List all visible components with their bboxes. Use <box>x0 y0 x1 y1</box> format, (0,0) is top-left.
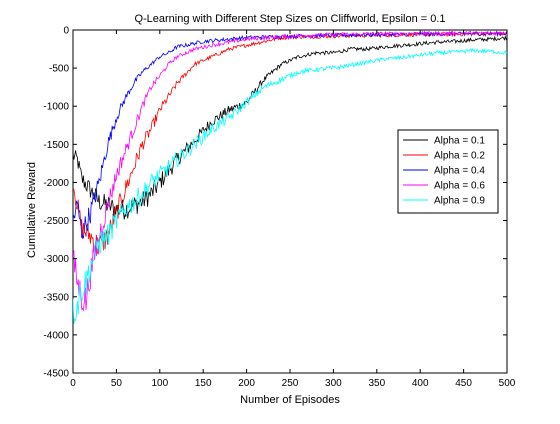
y-tick-label: 0 <box>63 26 69 37</box>
series-line-1 <box>73 34 507 220</box>
y-tick-label: -1500 <box>43 140 69 151</box>
y-tick-label: -500 <box>49 64 69 75</box>
legend-box <box>397 129 499 214</box>
x-tick-label: 150 <box>195 378 212 389</box>
series-group <box>73 30 507 324</box>
x-tick-label: 450 <box>455 378 472 389</box>
y-tick-label: -3000 <box>43 254 69 265</box>
chart-title: Q-Learning with Different Step Sizes on … <box>134 13 445 25</box>
x-tick-label: 250 <box>282 378 299 389</box>
legend-label-5: Alpha = 0.9 <box>434 196 485 207</box>
y-tick-label: -1000 <box>43 102 69 113</box>
x-axis-label: Number of Episodes <box>240 394 340 406</box>
y-tick-label: -3500 <box>43 292 69 303</box>
x-tick-label: 400 <box>412 378 429 389</box>
x-tick-label: 0 <box>70 378 76 389</box>
y-axis-label: Cumulative Reward <box>26 162 38 258</box>
series-line-4 <box>73 30 507 312</box>
y-tick-label: -2000 <box>43 178 69 189</box>
legend-label-3: Alpha = 0.4 <box>434 166 485 177</box>
x-tick-label: 350 <box>368 378 385 389</box>
x-tick-label: 100 <box>151 378 168 389</box>
y-tick-label: -4500 <box>43 369 69 380</box>
series-line-5 <box>73 47 507 324</box>
y-tick-label: -2500 <box>43 216 69 227</box>
x-tick-label: 200 <box>238 378 255 389</box>
y-tick-label: -4000 <box>43 330 69 341</box>
x-tick-label: 500 <box>499 378 516 389</box>
legend-label-4: Alpha = 0.6 <box>434 181 485 192</box>
legend-label-2: Alpha = 0.2 <box>434 151 485 162</box>
x-tick-label: 300 <box>325 378 342 389</box>
legend-label-1: Alpha = 0.1 <box>434 136 485 147</box>
x-tick-label: 50 <box>111 378 123 389</box>
plot-area: 0 50 100 150 200 250 300 350 400 450 500 -4500 -4000… <box>43 26 515 390</box>
